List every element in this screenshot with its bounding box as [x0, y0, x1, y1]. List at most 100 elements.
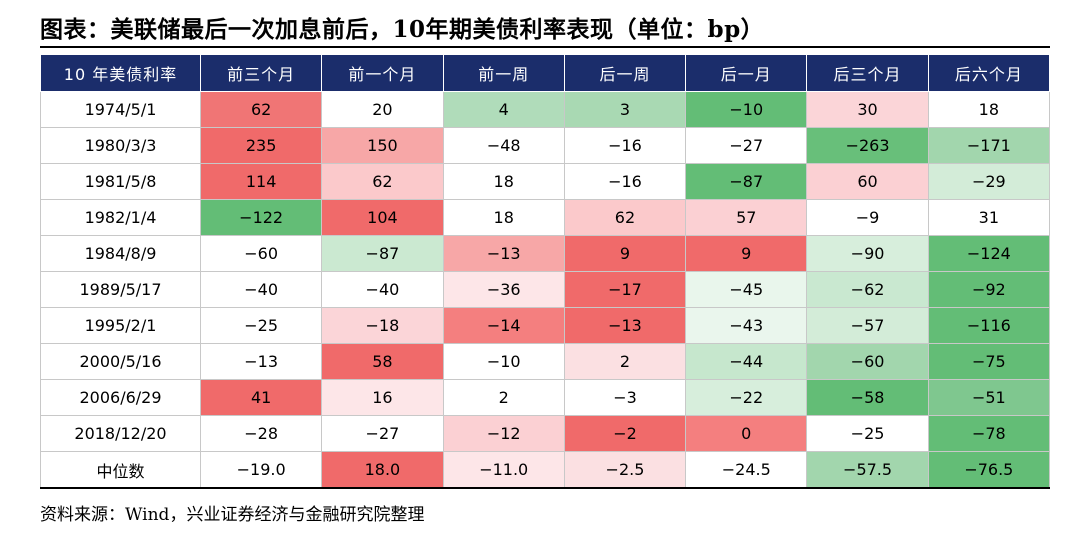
- source-note: 资料来源：Wind，兴业证券经济与金融研究院整理: [40, 505, 425, 525]
- table-cell: −13: [199, 343, 323, 380]
- row-label: 中位数: [40, 451, 201, 489]
- table-cell: 150: [321, 127, 444, 164]
- table-row: 1995/2/1 −25 −18 −14 −13 −43 −57 −116: [40, 307, 1051, 344]
- table-cell: 30: [806, 91, 929, 128]
- table-cell: −25: [806, 415, 929, 452]
- table-cell: −16: [563, 163, 687, 200]
- table-cell: 62: [321, 163, 444, 200]
- table-row: 1980/3/3 235 150 −48 −16 −27 −263 −171: [40, 127, 1051, 164]
- table-cell: −122: [199, 199, 323, 236]
- table-cell: −29: [927, 163, 1051, 200]
- table-cell: −75: [927, 343, 1051, 380]
- table-cell: −78: [927, 415, 1051, 452]
- table-cell: 4: [442, 91, 565, 128]
- table-cell: −57.5: [806, 451, 929, 489]
- row-label: 2018/12/20: [40, 415, 201, 452]
- table-cell: 41: [199, 379, 323, 416]
- row-label: 1982/1/4: [40, 199, 201, 236]
- table-row: 2018/12/20 −28 −27 −12 −2 0 −25 −78: [40, 415, 1051, 452]
- table-cell: −10: [442, 343, 565, 380]
- table-cell: −2: [563, 415, 687, 452]
- table-cell: 58: [321, 343, 444, 380]
- table-row: 1974/5/1 62 20 4 3 −10 30 18: [40, 91, 1051, 128]
- table-cell: −25: [199, 307, 323, 344]
- table-cell: −36: [442, 271, 565, 308]
- table-row: 2006/6/29 41 16 2 −3 −22 −58 −51: [40, 379, 1051, 416]
- table-cell: 2: [442, 379, 565, 416]
- table-cell: 60: [806, 163, 929, 200]
- table-cell: 62: [563, 199, 687, 236]
- table-cell: 114: [199, 163, 323, 200]
- row-label: 1984/8/9: [40, 235, 201, 272]
- table-cell: 18: [442, 199, 565, 236]
- table-cell: −14: [442, 307, 565, 344]
- row-label: 1981/5/8: [40, 163, 201, 200]
- table-cell: −87: [685, 163, 808, 200]
- table-cell: 9: [563, 235, 687, 272]
- header-3m-before: 前三个月: [199, 54, 323, 92]
- table-cell: −2.5: [563, 451, 687, 489]
- table-cell: −18: [321, 307, 444, 344]
- table-cell: −51: [927, 379, 1051, 416]
- row-label: 2000/5/16: [40, 343, 201, 380]
- table-cell: 62: [199, 91, 323, 128]
- table-cell: 3: [563, 91, 687, 128]
- row-label: 1980/3/3: [40, 127, 201, 164]
- table-cell: −171: [927, 127, 1051, 164]
- table-cell: −45: [685, 271, 808, 308]
- figure-title: 图表：美联储最后一次加息前后，10年期美债利率表现（单位：bp）: [40, 16, 765, 43]
- table-cell: −60: [806, 343, 929, 380]
- table-cell: −76.5: [927, 451, 1051, 489]
- table-cell: −57: [806, 307, 929, 344]
- row-label: 1995/2/1: [40, 307, 201, 344]
- table-cell: −44: [685, 343, 808, 380]
- table-row: 1982/1/4 −122 104 18 62 57 −9 31: [40, 199, 1051, 236]
- table-cell: −48: [442, 127, 565, 164]
- table-cell: 104: [321, 199, 444, 236]
- row-label: 2006/6/29: [40, 379, 201, 416]
- table-row: 1981/5/8 114 62 18 −16 −87 60 −29: [40, 163, 1051, 200]
- table-cell: 235: [199, 127, 323, 164]
- row-label: 1974/5/1: [40, 91, 201, 128]
- header-1m-after: 后一月: [685, 54, 808, 92]
- table-cell: 18.0: [321, 451, 444, 489]
- table-cell: −27: [321, 415, 444, 452]
- rate-table: 10 年美债利率 前三个月 前一个月 前一周 后一周 后一月 后三个月 后六个月…: [40, 54, 1051, 489]
- header-label: 10 年美债利率: [40, 54, 201, 92]
- table-cell: −43: [685, 307, 808, 344]
- table-cell: −9: [806, 199, 929, 236]
- table-cell: −17: [563, 271, 687, 308]
- header-1m-before: 前一个月: [321, 54, 444, 92]
- table-cell: 9: [685, 235, 808, 272]
- table-cell: −13: [563, 307, 687, 344]
- table-row: 1989/5/17 −40 −40 −36 −17 −45 −62 −92: [40, 271, 1051, 308]
- table-cell: 0: [685, 415, 808, 452]
- table-cell: 18: [442, 163, 565, 200]
- table-cell: −22: [685, 379, 808, 416]
- table-cell: −12: [442, 415, 565, 452]
- table-row: 1984/8/9 −60 −87 −13 9 9 −90 −124: [40, 235, 1051, 272]
- table-cell: −28: [199, 415, 323, 452]
- table-cell: −263: [806, 127, 929, 164]
- header-1w-after: 后一周: [563, 54, 687, 92]
- table-cell: −11.0: [442, 451, 565, 489]
- table-cell: −58: [806, 379, 929, 416]
- table-cell: −19.0: [199, 451, 323, 489]
- title-rule: [40, 46, 1050, 48]
- table-row: 2000/5/16 −13 58 −10 2 −44 −60 −75: [40, 343, 1051, 380]
- table-cell: −24.5: [685, 451, 808, 489]
- table-cell: 18: [927, 91, 1051, 128]
- table-cell: −60: [199, 235, 323, 272]
- table-cell: 16: [321, 379, 444, 416]
- table-cell: 31: [927, 199, 1051, 236]
- table-cell: −3: [563, 379, 687, 416]
- table-cell: −16: [563, 127, 687, 164]
- table-cell: −62: [806, 271, 929, 308]
- header-6m-after: 后六个月: [927, 54, 1051, 92]
- table-cell: −116: [927, 307, 1051, 344]
- table-cell: −92: [927, 271, 1051, 308]
- table-cell: −40: [321, 271, 444, 308]
- header-1w-before: 前一周: [442, 54, 565, 92]
- table-cell: 20: [321, 91, 444, 128]
- table-cell: 57: [685, 199, 808, 236]
